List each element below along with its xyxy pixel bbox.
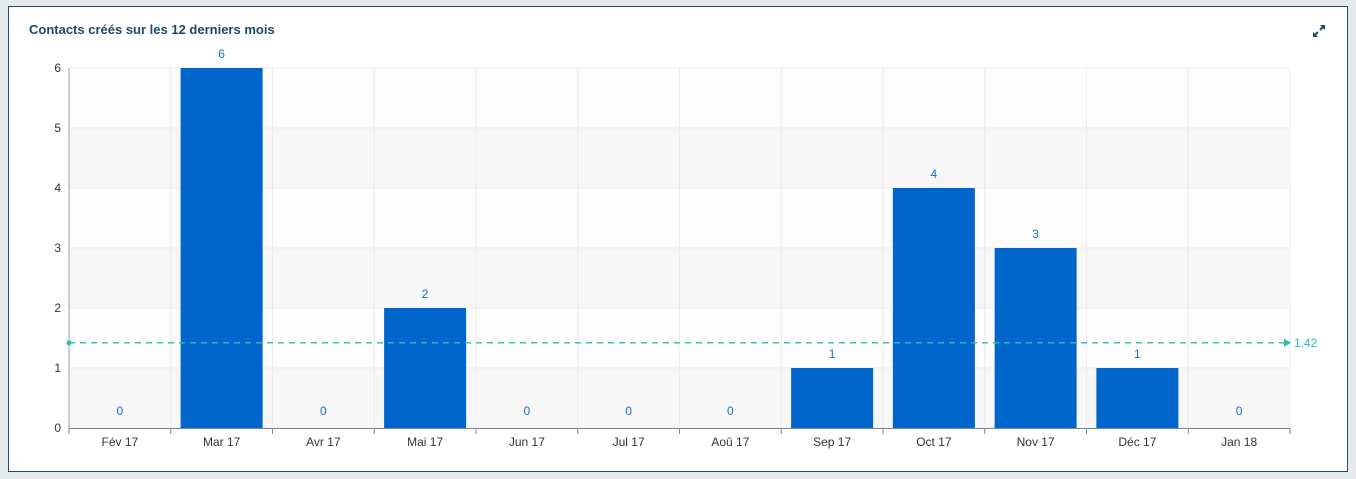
y-tick-label: 3 <box>54 241 61 255</box>
x-tick-label: Déc 17 <box>1118 435 1156 449</box>
data-label: 1 <box>1134 347 1141 361</box>
y-tick-label: 1 <box>54 361 61 375</box>
data-label: 0 <box>727 404 734 418</box>
average-arrow-marker <box>1284 338 1291 347</box>
x-tick-label: Aoû 17 <box>711 435 749 449</box>
bar <box>384 308 467 428</box>
x-tick-label: Jun 17 <box>509 435 545 449</box>
average-start-marker <box>66 340 72 346</box>
data-label: 6 <box>218 47 225 61</box>
data-label: 4 <box>931 167 938 181</box>
data-label: 0 <box>625 404 632 418</box>
data-label: 0 <box>1236 404 1243 418</box>
data-label: 0 <box>320 404 327 418</box>
x-tick-label: Oct 17 <box>916 435 952 449</box>
bar <box>892 188 975 428</box>
x-tick-label: Nov 17 <box>1017 435 1055 449</box>
expand-icon[interactable] <box>1311 23 1327 39</box>
x-tick-label: Mai 17 <box>407 435 443 449</box>
bar <box>180 68 263 428</box>
x-tick-label: Jul 17 <box>613 435 645 449</box>
x-tick-label: Fév 17 <box>102 435 139 449</box>
data-label: 3 <box>1032 227 1039 241</box>
x-tick-label: Sep 17 <box>813 435 851 449</box>
bar <box>1096 368 1179 428</box>
y-tick-label: 4 <box>54 181 61 195</box>
bar <box>994 248 1077 428</box>
y-tick-label: 6 <box>54 61 61 75</box>
x-tick-label: Avr 17 <box>306 435 341 449</box>
x-tick-label: Jan 18 <box>1221 435 1257 449</box>
data-label: 1 <box>829 347 836 361</box>
average-label: 1.42 <box>1294 336 1318 350</box>
data-label: 2 <box>422 287 429 301</box>
y-tick-label: 0 <box>54 421 61 435</box>
bar <box>791 368 874 428</box>
x-tick-label: Mar 17 <box>203 435 241 449</box>
y-tick-label: 2 <box>54 301 61 315</box>
data-label: 0 <box>524 404 531 418</box>
y-tick-label: 5 <box>54 121 61 135</box>
data-label: 0 <box>117 404 124 418</box>
widget-title: Contacts créés sur les 12 derniers mois <box>29 22 275 37</box>
